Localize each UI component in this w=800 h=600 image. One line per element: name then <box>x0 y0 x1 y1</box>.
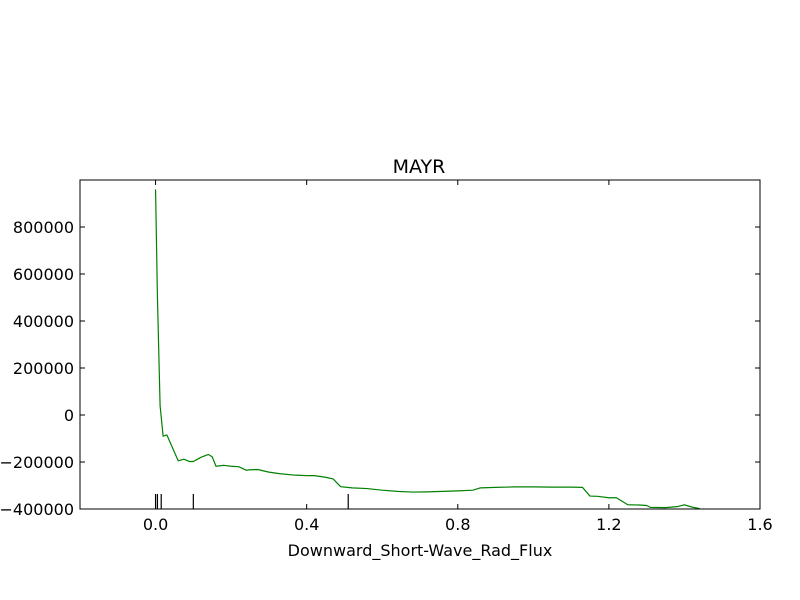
y-tick-label: −200000 <box>0 453 74 472</box>
plot-frame <box>79 179 761 510</box>
plot-area <box>154 189 700 509</box>
x-axis-title: Downward_Short-Wave_Rad_Flux <box>288 541 553 561</box>
y-tick-label: 200000 <box>13 359 74 378</box>
x-tick-label: 0.4 <box>294 515 319 534</box>
x-tick-label: 1.6 <box>747 515 772 534</box>
y-tick-label: 400000 <box>13 312 74 331</box>
axis-ticks: 0.0 0.4 0.8 1.2 1.6 −400000 −200000 0 200000 4000… <box>0 180 773 534</box>
series-line-0 <box>154 189 700 509</box>
x-tick-label: 0.0 <box>143 515 168 534</box>
y-tick-label: 600000 <box>13 265 74 284</box>
y-tick-label: 0 <box>64 406 74 425</box>
x-tick-label: 0.8 <box>445 515 470 534</box>
y-tick-label: 800000 <box>13 218 74 237</box>
y-tick-label: −400000 <box>0 500 74 519</box>
x-tick-label: 1.2 <box>596 515 621 534</box>
chart-title: MAYR <box>393 156 446 178</box>
